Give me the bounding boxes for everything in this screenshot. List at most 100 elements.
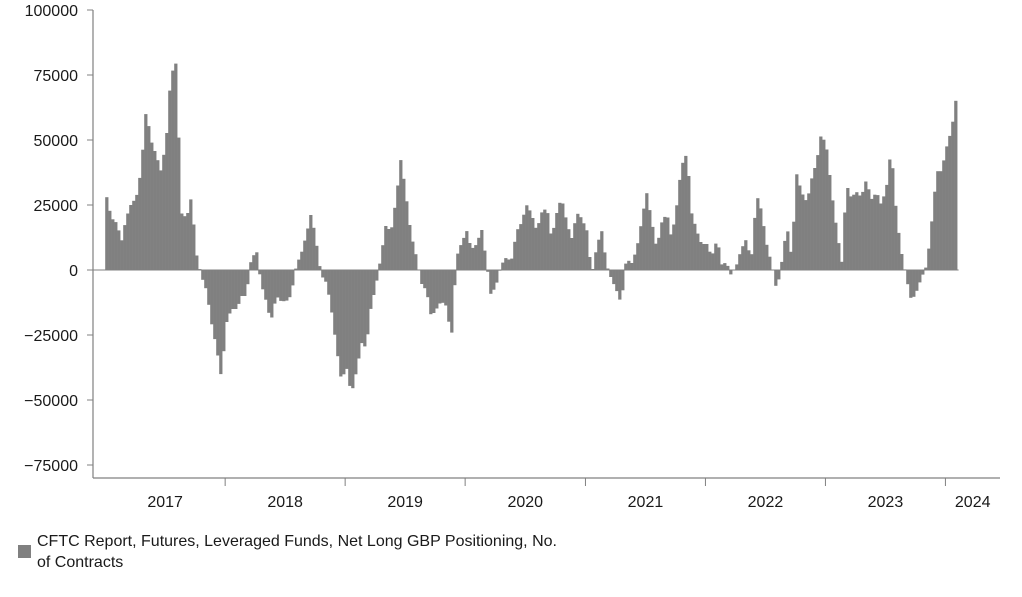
bar: [915, 270, 919, 291]
bar: [270, 270, 274, 318]
bar: [390, 227, 394, 270]
bar: [186, 213, 190, 270]
bar: [765, 244, 769, 270]
bar: [909, 270, 913, 298]
bar: [315, 245, 319, 270]
bar: [768, 256, 772, 270]
bar: [276, 270, 280, 298]
bar: [258, 270, 262, 275]
bar: [486, 270, 490, 272]
bar: [777, 270, 781, 280]
bar: [609, 270, 613, 277]
bar: [243, 270, 247, 296]
bar: [246, 270, 250, 285]
bar: [222, 270, 226, 352]
bar: [546, 213, 550, 270]
bar: [936, 171, 940, 270]
bar: [711, 253, 715, 270]
bar: [945, 146, 949, 270]
bar: [204, 270, 208, 289]
bar: [123, 225, 127, 270]
bar: [792, 221, 796, 270]
bar: [954, 100, 958, 270]
bar: [852, 194, 856, 270]
bar: [300, 251, 304, 270]
bar: [210, 270, 214, 325]
bar: [900, 254, 904, 270]
bar: [537, 223, 541, 270]
bar: [447, 270, 451, 322]
bar: [879, 203, 883, 270]
y-tick-label: 100000: [25, 3, 78, 20]
bar: [837, 243, 841, 270]
bar: [951, 121, 955, 270]
bar: [717, 247, 721, 270]
bar: [708, 251, 712, 270]
bar: [489, 270, 493, 294]
bar: [813, 168, 817, 270]
bar: [780, 261, 784, 270]
bar: [369, 270, 373, 309]
bar: [354, 270, 358, 375]
bar: [867, 189, 871, 270]
bar: [753, 217, 757, 270]
bar: [831, 200, 835, 270]
bar: [573, 223, 577, 270]
bar: [789, 251, 793, 270]
bar: [264, 270, 268, 300]
bar: [549, 233, 553, 270]
bar: [924, 267, 928, 270]
bar: [216, 270, 220, 356]
bar: [528, 210, 532, 270]
bar: [624, 263, 628, 270]
bar: [468, 243, 472, 270]
bar: [249, 262, 253, 270]
bar: [918, 270, 922, 283]
bar: [471, 247, 475, 270]
bars: [93, 63, 959, 389]
bar: [540, 212, 544, 270]
bar: [864, 181, 868, 270]
bar: [726, 265, 730, 270]
bar: [642, 208, 646, 270]
bar: [783, 240, 787, 270]
bar: [321, 270, 325, 278]
bar: [744, 240, 748, 270]
bar: [660, 222, 664, 270]
bar: [654, 243, 658, 270]
y-tick-label: −75000: [24, 458, 78, 475]
bar: [786, 231, 790, 270]
bar: [843, 212, 847, 270]
bar: [681, 162, 685, 270]
bar: [150, 142, 154, 270]
bar: [948, 135, 952, 270]
bar: [861, 191, 865, 270]
bar: [387, 229, 391, 270]
bar: [228, 270, 232, 314]
bar: [108, 210, 112, 270]
bar: [906, 270, 910, 285]
legend-swatch: [18, 545, 31, 558]
bar: [942, 160, 946, 270]
bar: [756, 198, 760, 270]
bar: [132, 200, 136, 270]
bar: [252, 255, 256, 270]
y-tick-label: −50000: [24, 393, 78, 410]
y-axis-ticks: 100000 75000 50000 25000 0 −25000 −50000 −75000: [24, 3, 93, 475]
bar: [234, 270, 238, 309]
bar: [414, 254, 418, 270]
bar: [381, 245, 385, 270]
bar: [195, 255, 199, 270]
bar: [543, 209, 547, 270]
bar: [318, 266, 322, 270]
bar: [735, 264, 739, 270]
bar: [597, 239, 601, 270]
bar: [585, 230, 589, 270]
bar: [411, 241, 415, 270]
bar: [462, 237, 466, 270]
bar: [162, 154, 166, 270]
bar: [510, 258, 514, 270]
bar: [237, 270, 241, 304]
x-tick-label: 2018: [267, 494, 303, 511]
